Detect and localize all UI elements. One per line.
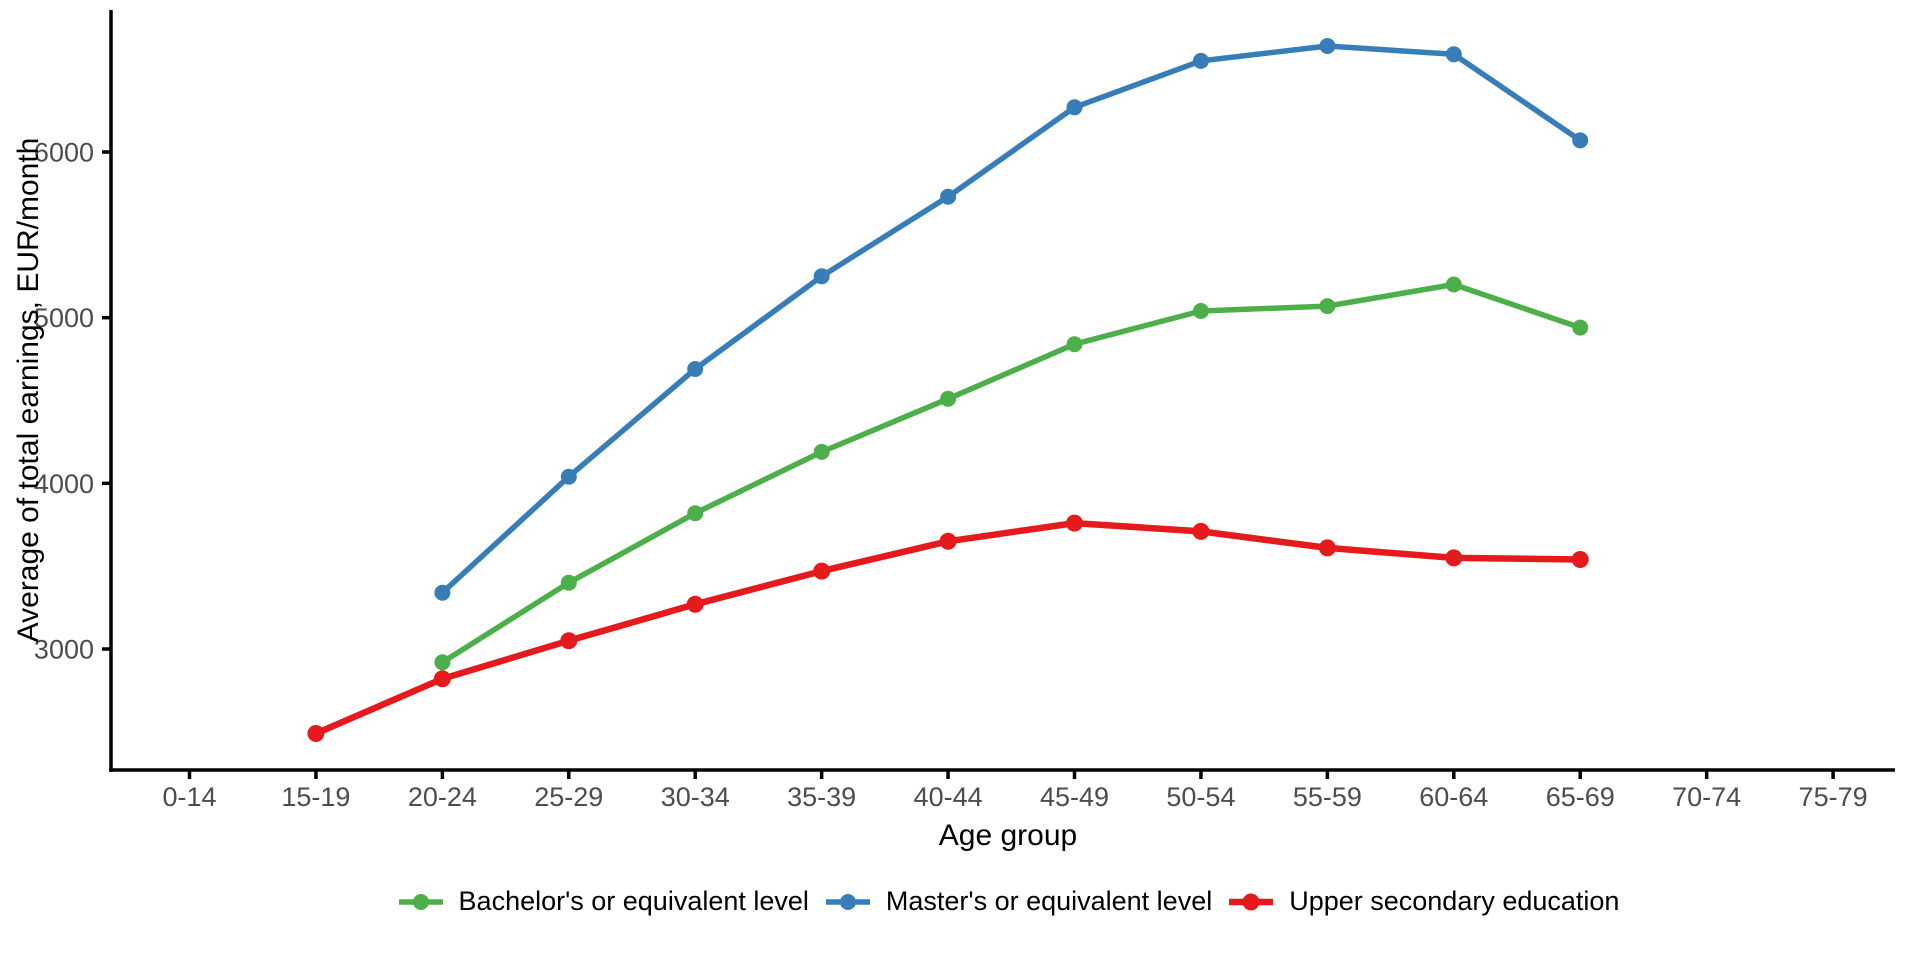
data-point xyxy=(1066,336,1083,353)
data-point xyxy=(1066,514,1083,532)
data-point xyxy=(1319,298,1336,315)
series-upper-secondary xyxy=(307,514,1589,742)
legend-item-masters: Master's or equivalent level xyxy=(824,886,1212,917)
legend-key-dot xyxy=(412,893,429,910)
x-tick-label: 25-29 xyxy=(534,782,603,812)
data-point xyxy=(1319,38,1336,54)
data-point xyxy=(434,584,451,601)
data-point xyxy=(813,562,831,580)
data-point xyxy=(813,443,830,460)
data-point xyxy=(560,468,577,485)
series-bachelors xyxy=(434,276,1589,671)
x-tick-label: 40-44 xyxy=(914,782,983,812)
data-point xyxy=(560,632,578,650)
y-axis-title: Average of total earnings, EUR/month xyxy=(12,138,45,643)
data-point xyxy=(686,595,704,613)
data-point xyxy=(687,361,704,377)
legend-key-masters-icon xyxy=(825,893,870,910)
legend-key-upper-secondary-icon xyxy=(1229,893,1274,910)
data-point xyxy=(1318,539,1336,557)
x-tick-label: 45-49 xyxy=(1040,782,1109,812)
data-point xyxy=(1192,522,1210,540)
x-tick-label: 0-14 xyxy=(162,782,216,812)
x-tick-label: 35-39 xyxy=(787,782,856,812)
legend-label-masters: Master's or equivalent level xyxy=(885,886,1213,916)
data-point xyxy=(687,505,704,522)
x-tick-label: 75-79 xyxy=(1799,782,1868,812)
y-tick-label: 4000 xyxy=(34,469,94,499)
data-point xyxy=(1445,276,1462,293)
legend-item-upper-secondary: Upper secondary education xyxy=(1227,886,1619,917)
data-point xyxy=(940,188,957,205)
series-lines xyxy=(307,38,1589,742)
data-point xyxy=(1192,303,1209,319)
data-point xyxy=(307,725,325,742)
data-point xyxy=(1572,132,1589,149)
x-tick-label: 65-69 xyxy=(1546,782,1615,812)
data-point xyxy=(1445,46,1462,63)
x-tick-label: 30-34 xyxy=(661,782,730,812)
data-point xyxy=(1445,549,1463,567)
data-point xyxy=(1572,319,1589,336)
data-point xyxy=(434,654,451,671)
x-tick-label: 50-54 xyxy=(1166,782,1235,812)
data-point xyxy=(939,532,957,550)
data-point xyxy=(1192,52,1209,69)
series-line xyxy=(439,43,1583,596)
y-tick-label: 5000 xyxy=(34,303,94,333)
data-point xyxy=(940,390,957,407)
legend-label-bachelors: Bachelor's or equivalent level xyxy=(458,886,809,916)
data-point xyxy=(1571,551,1589,568)
series-masters xyxy=(434,38,1589,601)
legend-label-upper-secondary: Upper secondary education xyxy=(1289,886,1620,916)
data-point xyxy=(1066,99,1083,116)
x-tick-label: 20-24 xyxy=(408,782,477,812)
legend-key-dot xyxy=(1242,893,1260,910)
x-tick-label: 60-64 xyxy=(1419,782,1488,812)
data-point xyxy=(433,670,451,688)
x-tick-label: 70-74 xyxy=(1672,782,1741,812)
y-tick-label: 3000 xyxy=(34,635,94,665)
legend-key-dot xyxy=(839,893,856,910)
legend-item-bachelors: Bachelor's or equivalent level xyxy=(397,886,809,917)
x-tick-label: 55-59 xyxy=(1293,782,1362,812)
chart-legend: Bachelor's or equivalent level Master's … xyxy=(96,886,1920,917)
data-point xyxy=(560,574,577,591)
data-point xyxy=(813,268,830,285)
x-axis-title: Age group xyxy=(939,819,1077,852)
legend-key-bachelors-icon xyxy=(398,893,443,910)
series-line xyxy=(439,281,1583,666)
series-line xyxy=(312,519,1584,737)
x-tick-label: 15-19 xyxy=(281,782,350,812)
axes: 3000 4000 5000 6000 0-14 15-19 20-24 25-29 30-34… xyxy=(34,10,1895,812)
y-tick-label: 6000 xyxy=(34,138,94,168)
